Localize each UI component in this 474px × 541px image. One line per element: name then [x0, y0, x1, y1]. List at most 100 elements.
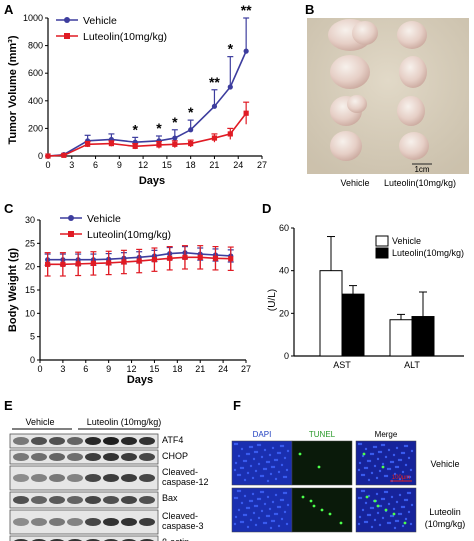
blot-band [67, 437, 83, 445]
nucleus-dot [279, 498, 283, 502]
nucleus-dot [383, 490, 387, 494]
nucleus-dot [280, 517, 284, 521]
tunel-positive-dot [384, 508, 388, 512]
blot-group-luteolin: Luteolin (10mg/kg) [87, 417, 162, 427]
nucleus-dot [397, 458, 401, 462]
nucleus-dot [257, 516, 261, 520]
nucleus-dot [369, 452, 373, 456]
y-tick-label: 20 [25, 262, 35, 272]
nucleus-dot [373, 464, 377, 468]
micro-row-luteolin-1: Luteolin [429, 507, 461, 517]
y-tick-label: 40 [279, 266, 289, 276]
nucleus-dot [407, 510, 411, 514]
nucleus-dot [272, 465, 276, 469]
nucleus-dot [373, 518, 377, 522]
nucleus-dot [398, 493, 402, 497]
nucleus-dot [260, 509, 264, 513]
blot-row-label: ATF4 [162, 435, 183, 445]
blot-band [13, 437, 29, 445]
nucleus-dot [384, 455, 388, 459]
chart-c-y-axis-label: Body Weight (g) [7, 248, 19, 332]
x-tick-label: 6 [83, 364, 88, 374]
nucleus-dot [405, 498, 409, 502]
nucleus-dot [371, 506, 375, 510]
nucleus-dot [269, 472, 273, 476]
nucleus-dot [371, 452, 375, 456]
nucleus-dot [387, 448, 391, 452]
nucleus-dot [408, 491, 412, 495]
nucleus-dot [387, 502, 391, 506]
nucleus-dot [265, 514, 269, 518]
nucleus-dot [244, 513, 248, 517]
micro-row-luteolin-2: (10mg/kg) [425, 519, 466, 529]
nucleus-dot [385, 490, 389, 494]
nucleus-dot [403, 498, 407, 502]
scale-bar-label: 1cm [414, 165, 429, 174]
nucleus-dot [409, 468, 413, 472]
nucleus-dot [370, 525, 374, 529]
nucleus-dot [365, 520, 369, 524]
tunel-positive-dot [365, 495, 369, 499]
significance-marker: * [188, 104, 194, 120]
blot-row-label: Bax [162, 493, 178, 503]
nucleus-dot [410, 449, 414, 453]
nucleus-dot [402, 505, 406, 509]
blot-band [67, 518, 83, 526]
y-tick-label: 10 [25, 308, 35, 318]
blot-band [139, 474, 155, 482]
nucleus-dot [279, 444, 283, 448]
nucleus-dot [266, 495, 270, 499]
blot-strip [9, 491, 159, 509]
data-point-vehicle [211, 103, 218, 109]
tunel-positive-dot [373, 499, 377, 503]
x-tick-label: 3 [69, 160, 74, 170]
data-point-luteolin [85, 141, 91, 147]
blot-row-label: caspase-12 [162, 477, 209, 487]
x-tick-label: 21 [209, 160, 219, 170]
nucleus-dot [386, 521, 390, 525]
panel-letter-d: D [262, 201, 271, 216]
blot-band [49, 474, 65, 482]
nucleus-dot [357, 468, 361, 472]
nucleus-dot [380, 443, 384, 447]
nucleus-dot [379, 450, 383, 454]
nucleus-dot [268, 453, 272, 457]
blot-band [103, 496, 119, 504]
nucleus-dot [408, 475, 412, 479]
nucleus-dot [359, 496, 363, 500]
y-tick-label: 800 [28, 41, 43, 51]
tumor-photo-panel: 1cm Vehicle Luteolin(10mg/kg) [307, 18, 469, 188]
x-category-label: AST [333, 360, 351, 370]
nucleus-dot [357, 442, 361, 446]
panel-letter-c: C [4, 201, 14, 216]
panel-letter-a: A [4, 2, 14, 17]
x-tick-label: 0 [45, 160, 50, 170]
tumor-samples [328, 19, 429, 161]
y-tick-label: 15 [25, 285, 35, 295]
data-point-luteolin [60, 261, 66, 267]
nucleus-dot [253, 504, 257, 508]
nucleus-dot [244, 459, 248, 463]
nucleus-dot [361, 454, 365, 458]
data-point-luteolin [172, 141, 178, 147]
nucleus-dot [367, 494, 371, 498]
data-point-luteolin [188, 140, 194, 147]
data-point-luteolin [106, 260, 112, 266]
nucleus-dot [362, 489, 366, 493]
nucleus-dot [267, 460, 271, 464]
blot-band [121, 496, 137, 504]
nucleus-dot [363, 466, 367, 470]
nucleus-dot [379, 504, 383, 508]
nucleus-dot [283, 456, 287, 460]
blot-strip [9, 535, 159, 541]
nucleus-dot [392, 453, 396, 457]
blot-band [13, 453, 29, 461]
nucleus-dot [242, 459, 246, 463]
x-tick-label: 27 [257, 160, 267, 170]
nucleus-dot [403, 444, 407, 448]
nucleus-dot [389, 460, 393, 464]
nucleus-dot [256, 497, 260, 501]
nucleus-dot [263, 448, 267, 452]
nucleus-dot [393, 526, 397, 530]
